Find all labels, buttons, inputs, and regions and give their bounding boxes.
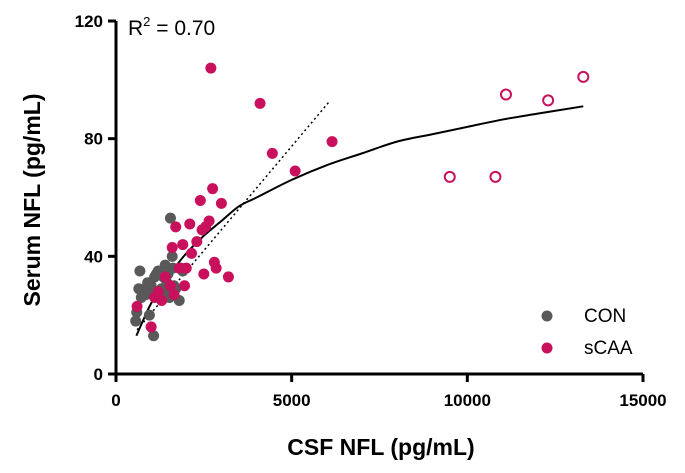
scaa-data-point <box>177 239 189 251</box>
scaa-data-point <box>145 321 157 333</box>
legend-marker-con <box>541 310 553 322</box>
con-data-point <box>166 250 178 262</box>
scaa-data-point <box>254 97 266 109</box>
y-axis-title: Serum NFL (pg/mL) <box>19 94 45 307</box>
y-tick-label: 40 <box>84 247 103 266</box>
scaa-data-point <box>179 280 191 292</box>
scaa-data-point <box>222 271 234 283</box>
scaa-data-point <box>159 271 171 283</box>
scaa-data-point <box>198 268 210 280</box>
scaa-open-data-point <box>577 70 590 83</box>
scaa-open-data-point <box>499 88 512 101</box>
scaa-data-point <box>266 147 278 159</box>
scaa-data-point <box>326 136 338 148</box>
scaa-data-point <box>168 289 180 301</box>
scaa-data-point <box>289 165 301 177</box>
con-data-point <box>143 309 155 321</box>
x-tick-label: 10000 <box>444 391 491 410</box>
scaa-open-data-point <box>443 170 456 183</box>
legend: CON sCAA <box>541 306 633 359</box>
y-tick-label: 0 <box>94 365 103 384</box>
scaa-data-point <box>210 262 222 274</box>
scaa-data-point <box>164 280 176 292</box>
scaa-data-point <box>166 242 178 254</box>
scaa-data-point <box>180 262 192 274</box>
con-data-point <box>148 330 160 342</box>
scaa-open-data-point <box>542 94 555 107</box>
fit-curve <box>135 105 584 337</box>
x-tick-label: 15000 <box>619 391 666 410</box>
scaa-data-point <box>131 300 143 312</box>
con-data-point <box>134 265 146 277</box>
legend-label-scaa: sCAA <box>584 338 633 359</box>
con-data-point <box>130 315 142 327</box>
scaa-data-point <box>156 294 168 306</box>
scaa-data-point <box>194 194 206 206</box>
scaa-data-point <box>184 218 196 230</box>
scaa-data-point <box>191 236 203 248</box>
con-data-point <box>164 212 176 224</box>
scaa-data-point <box>205 62 217 74</box>
x-axis-title: CSF NFL (pg/mL) <box>287 434 474 460</box>
scaa-data-point <box>207 183 219 195</box>
y-tick-label: 120 <box>75 12 103 31</box>
x-tick-label: 5000 <box>273 391 311 410</box>
legend-marker-scaa <box>541 342 553 354</box>
legend-label-con: CON <box>584 306 626 327</box>
x-tick-label: 0 <box>111 391 120 410</box>
axes: 0 5000 10000 15000 0 40 80 120 <box>75 12 667 410</box>
y-tick-label: 80 <box>84 130 103 149</box>
scaa-data-point <box>170 221 182 233</box>
plot-marks <box>130 62 590 342</box>
scaa-data-point <box>203 215 215 227</box>
scaa-data-point <box>215 197 227 209</box>
scaa-open-data-point <box>489 170 502 183</box>
scaa-data-point <box>152 286 164 298</box>
scaa-data-point <box>186 247 198 259</box>
r-squared-annotation: R2 = 0.70 <box>128 14 215 40</box>
